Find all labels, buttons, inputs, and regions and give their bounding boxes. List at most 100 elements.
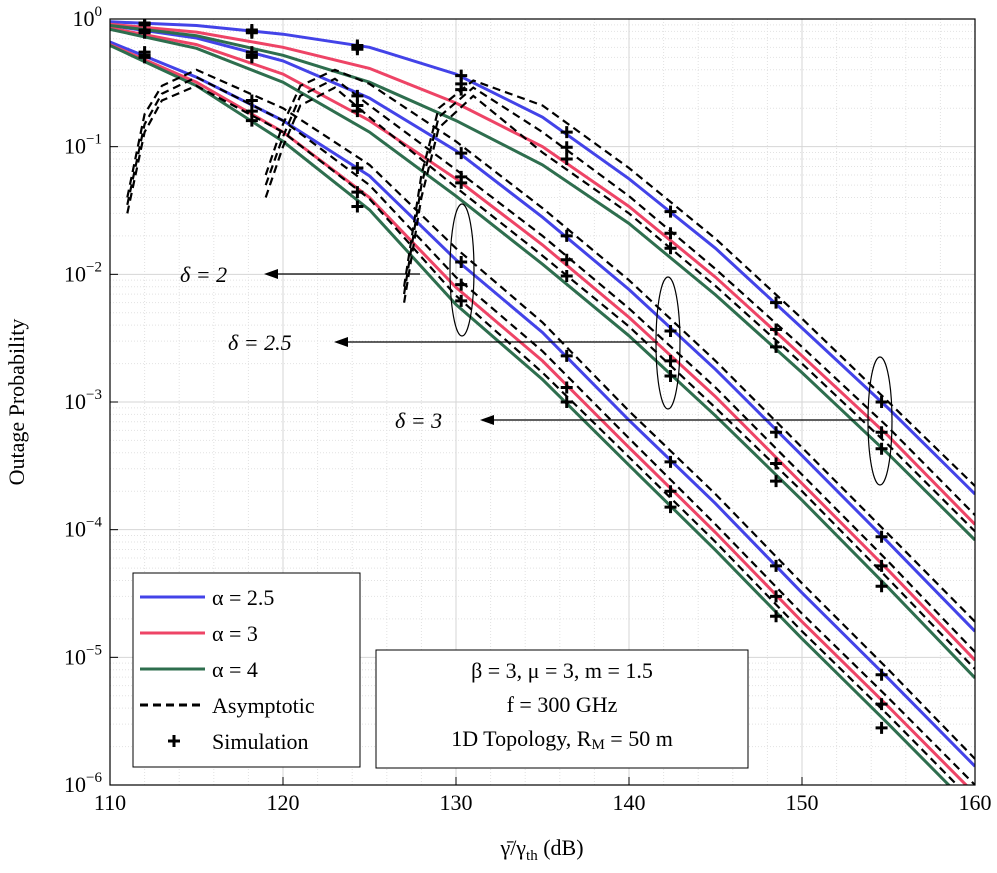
simulation-marker xyxy=(560,349,573,362)
asymptotic-line xyxy=(403,86,975,516)
simulation-marker xyxy=(664,369,677,382)
simulation-marker xyxy=(560,229,573,242)
y-tick-label-exponent: −3 xyxy=(86,387,102,403)
annotation-shapes xyxy=(268,203,893,486)
simulation-marker xyxy=(770,610,783,623)
x-tick-label: 120 xyxy=(267,790,300,815)
info-sub: M xyxy=(591,737,604,753)
simulation-marker xyxy=(875,396,888,408)
y-tick-label-base: 10 xyxy=(64,644,86,669)
arrow-head xyxy=(264,269,278,279)
y-tick-label-exponent: −1 xyxy=(86,132,102,148)
simulation-marker xyxy=(875,698,888,711)
x-tick-label: 160 xyxy=(959,790,992,815)
simulation-marker xyxy=(875,559,888,572)
arrow-head xyxy=(480,415,494,425)
simulation-marker xyxy=(875,580,888,593)
simulation-marker xyxy=(560,153,573,166)
legend-label: Asymptotic xyxy=(212,693,315,718)
simulation-marker xyxy=(351,105,364,118)
y-tick-label-exponent: −5 xyxy=(86,642,102,658)
asymptotic-line xyxy=(264,68,975,623)
annotation: δ = 2 xyxy=(180,262,227,287)
x-label: γ̄/γ xyxy=(499,835,526,860)
y-tick-label: 10−6 xyxy=(64,770,102,797)
series-line xyxy=(110,24,975,542)
simulation-marker xyxy=(770,296,783,309)
legend-label: α = 3 xyxy=(212,621,258,646)
x-tick-label: 150 xyxy=(786,790,819,815)
simulation-marker xyxy=(351,43,364,56)
y-tick-label: 100 xyxy=(73,4,103,31)
info-text: 1D Topology, R xyxy=(451,726,592,751)
asymptotic-line xyxy=(126,68,975,760)
ellipse xyxy=(449,203,475,337)
y-tick-label-exponent: −2 xyxy=(86,259,102,275)
y-tick-label-base: 10 xyxy=(64,517,86,542)
simulation-marker xyxy=(664,485,677,498)
simulation-marker xyxy=(560,270,573,283)
y-tick-label: 10−2 xyxy=(64,259,102,286)
simulation-marker xyxy=(770,340,783,353)
x-axis-label: γ̄/γth (dB) xyxy=(499,835,583,864)
y-tick-label-base: 10 xyxy=(64,261,86,286)
ellipse xyxy=(655,276,681,410)
simulation-marker xyxy=(245,94,258,107)
y-tick-label: 10−5 xyxy=(64,642,102,669)
info-text: = 50 m xyxy=(605,726,673,751)
simulation-marker xyxy=(455,147,468,160)
y-tick-label: 10−3 xyxy=(64,387,102,414)
simulation-marker xyxy=(664,354,677,367)
simulation-marker xyxy=(245,114,258,127)
ellipse xyxy=(867,356,893,486)
simulation-marker xyxy=(560,141,573,154)
y-tick-label: 10−4 xyxy=(64,515,102,542)
simulation-marker xyxy=(245,51,258,64)
simulation-marker xyxy=(664,455,677,468)
simulation-marker xyxy=(875,442,888,455)
arrow-head xyxy=(334,337,348,347)
y-tick-label-base: 10 xyxy=(64,772,86,797)
info-text: β = 3, μ = 3, m = 1.5 xyxy=(471,658,653,683)
legend-symbol xyxy=(168,735,180,747)
simulation-marker xyxy=(875,721,888,734)
simulation-marker xyxy=(455,294,468,307)
simulation-marker xyxy=(664,324,677,337)
simulation-marker xyxy=(770,457,783,470)
info-text: f = 300 GHz xyxy=(507,692,618,717)
simulation-marker xyxy=(770,323,783,336)
simulation-marker xyxy=(138,51,151,64)
x-label: (dB) xyxy=(538,835,584,860)
x-tick-label: 130 xyxy=(440,790,473,815)
simulation-marker xyxy=(560,381,573,394)
simulation-marker xyxy=(875,426,888,439)
x-tick-label: 110 xyxy=(94,790,126,815)
y-axis-label: Outage Probability xyxy=(4,319,29,486)
y-tick-label-exponent: −4 xyxy=(86,515,102,531)
simulation-marker xyxy=(560,253,573,266)
simulation-marker xyxy=(770,426,783,439)
x-label-sub: th xyxy=(526,848,538,864)
series-line xyxy=(110,40,975,768)
simulation-marker xyxy=(455,278,468,291)
series-line xyxy=(110,26,975,662)
info-box xyxy=(375,649,749,769)
simulation-marker xyxy=(245,26,258,39)
simulation-marker xyxy=(770,559,783,572)
annotation: δ = 2.5 xyxy=(228,330,292,355)
x-tick-label: 140 xyxy=(613,790,646,815)
asymptotic-line xyxy=(126,84,959,785)
annotation: δ = 3 xyxy=(395,408,442,433)
simulation-marker xyxy=(664,205,677,218)
y-tick-label-base: 10 xyxy=(64,134,86,159)
simulation-marker xyxy=(138,19,151,31)
arrow-heads xyxy=(264,269,494,425)
simulation-marker xyxy=(560,126,573,139)
series-line xyxy=(110,44,951,785)
asymptotic-line xyxy=(403,79,975,487)
simulation-marker xyxy=(455,255,468,268)
simulation-marker xyxy=(875,530,888,543)
y-tick-label-exponent: −6 xyxy=(86,770,102,786)
simulation-marker xyxy=(351,200,364,213)
